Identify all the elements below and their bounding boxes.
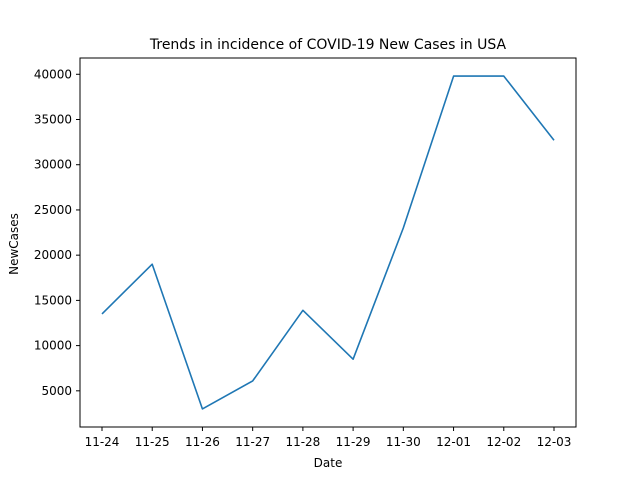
x-tick-label: 11-26 bbox=[185, 435, 220, 449]
y-tick-label: 30000 bbox=[34, 158, 72, 172]
x-tick-label: 12-01 bbox=[436, 435, 471, 449]
plot-frame bbox=[79, 57, 577, 428]
plot-area: 5000 10000 15000 20000 25000 30000 35000 40000 1… bbox=[34, 57, 577, 449]
x-tick-label: 11-30 bbox=[386, 435, 421, 449]
y-tick-label: 10000 bbox=[34, 339, 72, 353]
y-tick-label: 15000 bbox=[34, 293, 72, 307]
x-tick-label: 12-02 bbox=[486, 435, 521, 449]
y-tick-label: 5000 bbox=[41, 384, 72, 398]
x-tick-label: 11-27 bbox=[235, 435, 270, 449]
series-line bbox=[101, 75, 555, 410]
x-tick-label: 11-29 bbox=[336, 435, 371, 449]
x-axis-label: Date bbox=[314, 456, 343, 470]
y-axis-label: NewCases bbox=[7, 213, 21, 275]
x-tick-label: 11-28 bbox=[285, 435, 320, 449]
y-tick-label: 40000 bbox=[34, 67, 72, 81]
x-tick-label: 12-03 bbox=[537, 435, 572, 449]
y-tick-label: 35000 bbox=[34, 113, 72, 127]
x-tick-label: 11-25 bbox=[135, 435, 170, 449]
chart-title: Trends in incidence of COVID-19 New Case… bbox=[149, 37, 507, 53]
y-tick-label: 25000 bbox=[34, 203, 72, 217]
x-tick-label: 11-24 bbox=[85, 435, 120, 449]
y-tick-label: 20000 bbox=[34, 248, 72, 262]
